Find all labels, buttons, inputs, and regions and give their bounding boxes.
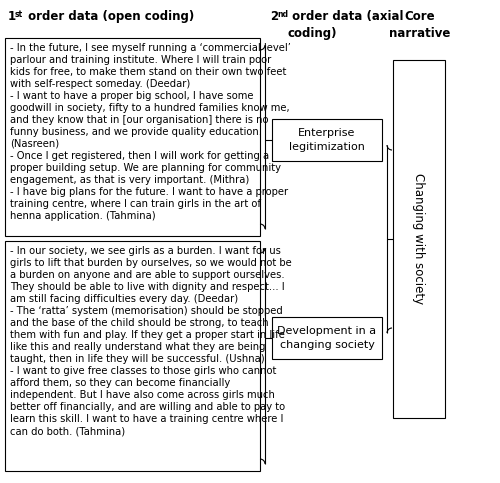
Text: order data (axial
coding): order data (axial coding) (288, 10, 404, 40)
Text: - In our society, we see girls as a burden. I want for us
girls to lift that bur: - In our society, we see girls as a burd… (10, 246, 292, 436)
Text: nd: nd (277, 10, 288, 19)
Text: st: st (15, 10, 23, 19)
Text: Changing with society: Changing with society (412, 173, 426, 305)
Text: Core
narrative: Core narrative (390, 10, 450, 40)
Text: - In the future, I see myself running a ‘commercial level’
parlour and training : - In the future, I see myself running a … (10, 43, 291, 221)
Text: 2: 2 (270, 10, 278, 23)
Text: 1: 1 (8, 10, 16, 23)
Text: Development in a
changing society: Development in a changing society (278, 327, 376, 350)
Bar (272, 317, 382, 359)
Bar (393, 60, 445, 418)
Bar (272, 119, 382, 161)
Text: Enterprise
legitimization: Enterprise legitimization (289, 128, 365, 152)
Bar (5, 241, 260, 471)
Bar (5, 38, 260, 236)
Text: order data (open coding): order data (open coding) (24, 10, 194, 23)
